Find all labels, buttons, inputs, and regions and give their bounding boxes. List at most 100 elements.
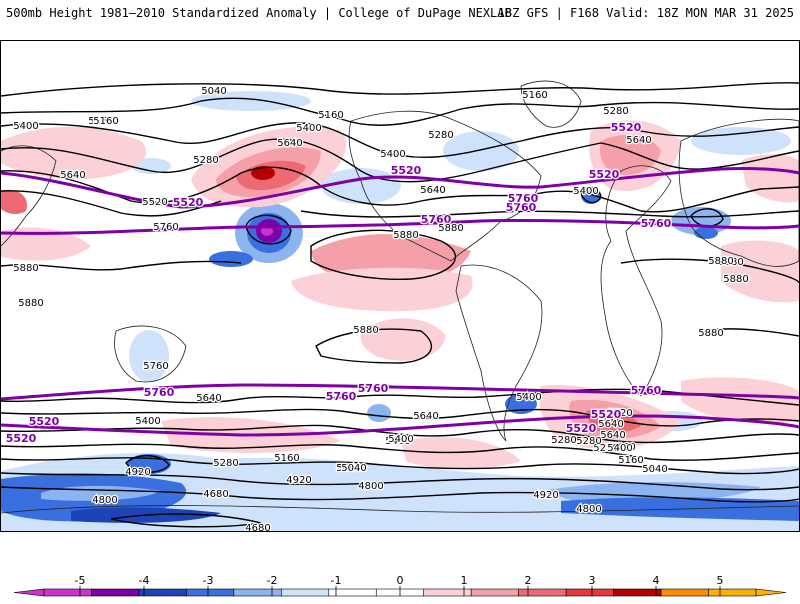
contour-label: 5880 bbox=[718, 257, 743, 268]
colorbar-swatch bbox=[565, 588, 614, 597]
anomaly-fill bbox=[129, 330, 169, 382]
purple-reference-contours bbox=[1, 166, 799, 437]
contour-label: 5760 bbox=[153, 222, 178, 233]
anomaly-fill bbox=[209, 251, 253, 267]
contour-label: 4920 bbox=[125, 467, 150, 478]
colorbar-tick-label: 5 bbox=[717, 574, 724, 587]
contour-label: 5520 bbox=[607, 408, 632, 419]
anomaly-fill bbox=[1, 227, 91, 261]
contour-label: 4680 bbox=[203, 489, 228, 500]
contour-label: 5640 bbox=[600, 430, 625, 441]
australia-coastline bbox=[114, 325, 187, 383]
anomaly-fill bbox=[251, 166, 275, 180]
contour-label: 5280 bbox=[213, 458, 238, 469]
contour-label: 5640 bbox=[598, 419, 623, 430]
black-height-contours bbox=[1, 82, 799, 528]
colorbar-tick-label: 4 bbox=[653, 574, 660, 587]
anomaly-fill bbox=[443, 131, 519, 171]
contour-line bbox=[1, 486, 799, 503]
contour-label: 4800 bbox=[358, 481, 383, 492]
contour-label: 5160 bbox=[88, 116, 113, 127]
contour-label: 5640 bbox=[420, 185, 445, 196]
colorbar-swatches bbox=[13, 588, 787, 597]
anomaly-fill bbox=[721, 240, 799, 303]
contour-label: 5880 bbox=[698, 328, 723, 339]
contour-label: 5160 bbox=[618, 455, 643, 466]
purple-contour-label: 5520 bbox=[29, 415, 60, 428]
contour-line bbox=[300, 210, 799, 218]
contour-label: 5880 bbox=[708, 256, 733, 267]
purple-contour-label: 5520 bbox=[566, 422, 597, 435]
anomaly-fill bbox=[261, 226, 273, 236]
colorbar-right-arrow bbox=[755, 588, 787, 597]
contour-label: 5400 bbox=[385, 436, 410, 447]
contour-line bbox=[1, 424, 799, 444]
contour-line bbox=[1, 408, 799, 427]
contour-label: 5880 bbox=[393, 230, 418, 241]
contour-label: 5880 bbox=[18, 298, 43, 309]
colorbar-tick-labels: -5 -4 -3 -2 -1 0 1 2 3 4 5 bbox=[75, 574, 724, 596]
colorbar-swatch bbox=[708, 588, 757, 597]
contour-label: 5400 bbox=[573, 186, 598, 197]
contour-label: 5280 bbox=[593, 443, 618, 454]
colorbar: -5 -4 -3 -2 -1 0 1 2 3 4 5 bbox=[0, 568, 800, 600]
contour-label: 5640 bbox=[413, 411, 438, 422]
contour-label: 5160 bbox=[93, 116, 118, 127]
greenland-coastline bbox=[520, 80, 582, 128]
contour-line bbox=[245, 214, 292, 245]
contour-line bbox=[1, 166, 799, 213]
contour-label: 5280 bbox=[603, 106, 628, 117]
purple-contour-label: 5520 bbox=[591, 408, 622, 421]
contour-line bbox=[1, 472, 799, 491]
contour-label: 5040 bbox=[201, 86, 226, 97]
north-america-coastline bbox=[348, 110, 542, 262]
contour-line bbox=[315, 328, 433, 364]
contour-label: 5280 bbox=[576, 436, 601, 447]
map-title: 500mb Height 1981–2010 Standardized Anom… bbox=[6, 6, 512, 20]
contour-label: 5040 bbox=[341, 463, 366, 474]
contour-label: 5760 bbox=[143, 361, 168, 372]
colorbar-left-arrow bbox=[13, 588, 45, 597]
anomaly-fill bbox=[367, 404, 391, 422]
anomaly-fill bbox=[694, 227, 718, 239]
contour-line bbox=[1, 138, 799, 183]
purple-5520-south-line bbox=[1, 414, 799, 437]
contour-line bbox=[310, 229, 457, 281]
contour-label: 5640 bbox=[60, 170, 85, 181]
contour-label: 5400 bbox=[388, 434, 413, 445]
contour-label: 5040 bbox=[642, 464, 667, 475]
antarctica-coastline bbox=[1, 505, 799, 514]
anomaly-fill bbox=[691, 127, 791, 155]
contour-label: 5520 bbox=[142, 197, 167, 208]
purple-contour-label: 5520 bbox=[173, 196, 204, 209]
colorbar-swatch bbox=[186, 588, 235, 597]
contour-label: 5640 bbox=[626, 135, 651, 146]
purple-contour-label: 5760 bbox=[421, 213, 452, 226]
contour-label: 4800 bbox=[92, 495, 117, 506]
contour-line bbox=[700, 328, 799, 337]
contour-line bbox=[1, 97, 799, 126]
header-bar: 500mb Height 1981–2010 Standardized Anom… bbox=[0, 0, 800, 34]
colorbar-tick-label: -2 bbox=[267, 574, 278, 587]
contour-label: 5160 bbox=[522, 90, 547, 101]
coastlines bbox=[1, 80, 799, 514]
colorbar-tick-label: -4 bbox=[139, 574, 150, 587]
contour-label: 5400 bbox=[516, 392, 541, 403]
anomaly-fill bbox=[291, 267, 473, 312]
europe-africa-coastline bbox=[600, 165, 672, 397]
contour-label: 5880 bbox=[13, 263, 38, 274]
contour-label: 5400 bbox=[135, 416, 160, 427]
purple-5760-north-line bbox=[1, 218, 799, 235]
contour-label: 5280 bbox=[193, 155, 218, 166]
south-america-coastline bbox=[455, 264, 543, 442]
contour-label: 5280 bbox=[551, 435, 576, 446]
contour-line bbox=[1, 122, 799, 159]
contour-label: 5880 bbox=[723, 274, 748, 285]
purple-contour-label: 5520 bbox=[6, 432, 37, 445]
contour-label: 5400 bbox=[13, 121, 38, 132]
purple-contour-label: 5760 bbox=[144, 386, 175, 399]
purple-contour-label: 5520 bbox=[589, 168, 620, 181]
contour-label: 5640 bbox=[196, 393, 221, 404]
